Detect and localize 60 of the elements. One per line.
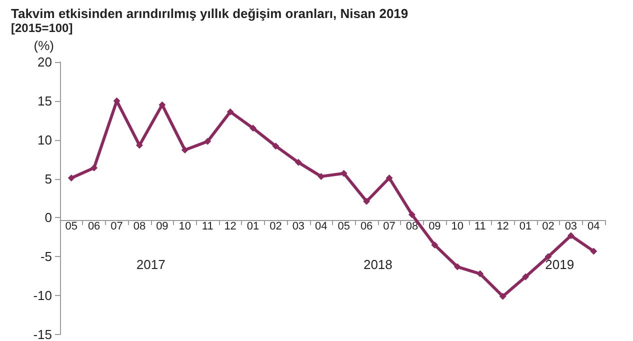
x-tick-label: 05 bbox=[65, 220, 78, 233]
x-tick-label: 11 bbox=[474, 220, 486, 233]
point bbox=[386, 174, 393, 182]
y-tick-label: -15 bbox=[33, 327, 52, 341]
annotation: 2017 bbox=[136, 257, 166, 272]
x-tick-label: 08 bbox=[133, 220, 146, 233]
chart-subtitle: [2015=100] bbox=[11, 21, 73, 35]
point bbox=[408, 211, 416, 218]
x-tick-label: 08 bbox=[406, 220, 418, 233]
point bbox=[272, 142, 280, 150]
point bbox=[363, 198, 370, 205]
x-tick-label: 04 bbox=[315, 220, 328, 233]
y-tick-label: 15 bbox=[38, 93, 52, 108]
x-tick-label: 12 bbox=[496, 220, 509, 233]
y-tick-label: 0 bbox=[44, 210, 52, 226]
y-axis-title: (%) bbox=[34, 38, 54, 53]
point bbox=[226, 108, 234, 116]
x-tick-label: 01 bbox=[246, 220, 260, 233]
point bbox=[204, 138, 212, 145]
point bbox=[158, 101, 166, 108]
point bbox=[136, 142, 143, 149]
x-tick-label: 02 bbox=[542, 220, 554, 233]
x-tick-label: 06 bbox=[88, 220, 100, 233]
x-tick-label: 03 bbox=[292, 220, 305, 233]
x-tick-label: 11 bbox=[202, 220, 214, 233]
y-tick-label: 10 bbox=[38, 132, 52, 148]
point bbox=[476, 270, 484, 278]
point bbox=[181, 146, 188, 154]
x-tick-label: 09 bbox=[156, 220, 168, 233]
annotation: 2019 bbox=[545, 257, 574, 272]
x-tick-label: 04 bbox=[588, 220, 600, 233]
y-tick-label: 20 bbox=[38, 54, 52, 70]
point bbox=[454, 263, 461, 270]
point bbox=[567, 232, 574, 240]
y-tick-label: -5 bbox=[40, 249, 52, 264]
y-tick-label: 5 bbox=[44, 171, 52, 186]
point bbox=[590, 248, 598, 255]
x-tick-label: 12 bbox=[224, 220, 236, 233]
x-tick-label: 02 bbox=[270, 220, 282, 233]
point bbox=[499, 292, 506, 300]
x-tick-label: 09 bbox=[428, 220, 441, 233]
point bbox=[68, 174, 75, 182]
point bbox=[90, 164, 98, 172]
x-tick-label: 06 bbox=[360, 220, 373, 233]
x-tick-label: 05 bbox=[338, 220, 350, 233]
x-tick-label: 01 bbox=[519, 220, 532, 233]
x-tick-label: 07 bbox=[110, 220, 123, 233]
point bbox=[250, 124, 257, 132]
x-tick-label: 10 bbox=[178, 220, 192, 233]
chart-title: Takvim etkisinden arındırılmış yıllık değişim oranları, Nisan 2019 bbox=[11, 6, 408, 21]
point bbox=[522, 273, 530, 280]
annotation: 2018 bbox=[363, 257, 392, 272]
point bbox=[340, 170, 348, 177]
point bbox=[318, 172, 325, 180]
point bbox=[294, 158, 302, 166]
x-tick-label: 10 bbox=[451, 220, 464, 233]
x-tick-label: 03 bbox=[564, 220, 578, 233]
point bbox=[431, 241, 438, 248]
x-tick-label: 07 bbox=[383, 220, 396, 233]
y-tick-label: -10 bbox=[33, 288, 52, 304]
